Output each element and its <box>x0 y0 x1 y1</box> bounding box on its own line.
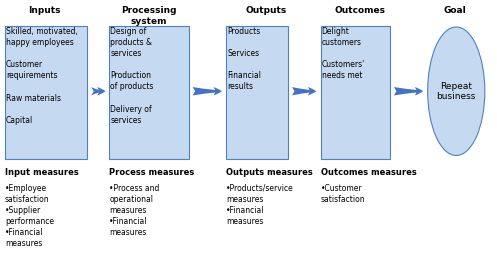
Text: •Customer
satisfaction: •Customer satisfaction <box>321 184 365 204</box>
Text: •Employee
satisfaction
•Supplier
performance
•Financial
measures: •Employee satisfaction •Supplier perform… <box>5 184 54 248</box>
FancyBboxPatch shape <box>109 26 189 159</box>
Ellipse shape <box>428 27 485 155</box>
Text: Delight
customers

Customers'
needs met: Delight customers Customers' needs met <box>322 27 365 80</box>
FancyBboxPatch shape <box>5 26 87 159</box>
FancyBboxPatch shape <box>321 26 390 159</box>
Text: •Process and
operational
measures
•Financial
measures: •Process and operational measures •Finan… <box>109 184 160 237</box>
Text: Input measures: Input measures <box>5 168 79 177</box>
Text: Goal: Goal <box>443 6 466 15</box>
Text: Processing
system: Processing system <box>121 6 177 26</box>
Text: Outcomes: Outcomes <box>335 6 386 15</box>
Text: Process measures: Process measures <box>109 168 195 177</box>
FancyBboxPatch shape <box>226 26 288 159</box>
Text: Outputs: Outputs <box>246 6 286 15</box>
Text: Skilled, motivated,
happy employees

Customer
requirements

Raw materials

Capit: Skilled, motivated, happy employees Cust… <box>6 27 78 125</box>
Text: Design of
products &
services

Production
of products

Delivery of
services: Design of products & services Production… <box>110 27 154 125</box>
Text: Inputs: Inputs <box>28 6 61 15</box>
Text: Products

Services

Financial
results: Products Services Financial results <box>227 27 261 91</box>
Text: Outputs measures: Outputs measures <box>226 168 313 177</box>
Text: Repeat
business: Repeat business <box>436 81 476 101</box>
Text: •Products/service
measures
•Financial
measures: •Products/service measures •Financial me… <box>226 184 294 226</box>
Text: Outcomes measures: Outcomes measures <box>321 168 416 177</box>
